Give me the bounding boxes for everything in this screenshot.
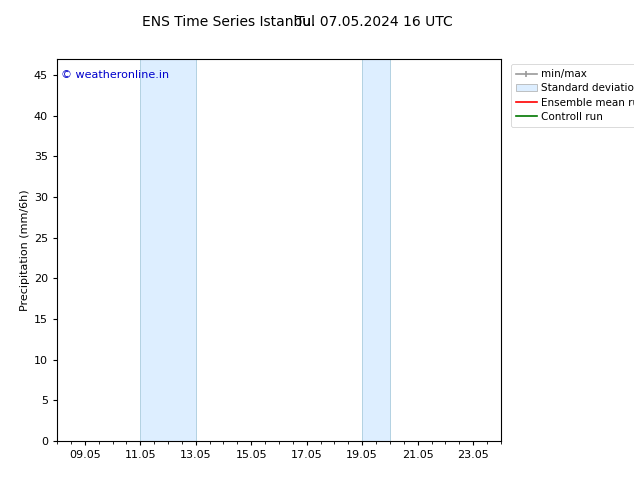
Y-axis label: Precipitation (mm/6h): Precipitation (mm/6h): [20, 189, 30, 311]
Text: Tu. 07.05.2024 16 UTC: Tu. 07.05.2024 16 UTC: [295, 15, 453, 29]
Text: © weatheronline.in: © weatheronline.in: [61, 70, 170, 80]
Legend: min/max, Standard deviation, Ensemble mean run, Controll run: min/max, Standard deviation, Ensemble me…: [510, 64, 634, 127]
Bar: [140, 59, 196, 441]
Bar: [362, 59, 390, 441]
Text: ENS Time Series Istanbul: ENS Time Series Istanbul: [142, 15, 314, 29]
